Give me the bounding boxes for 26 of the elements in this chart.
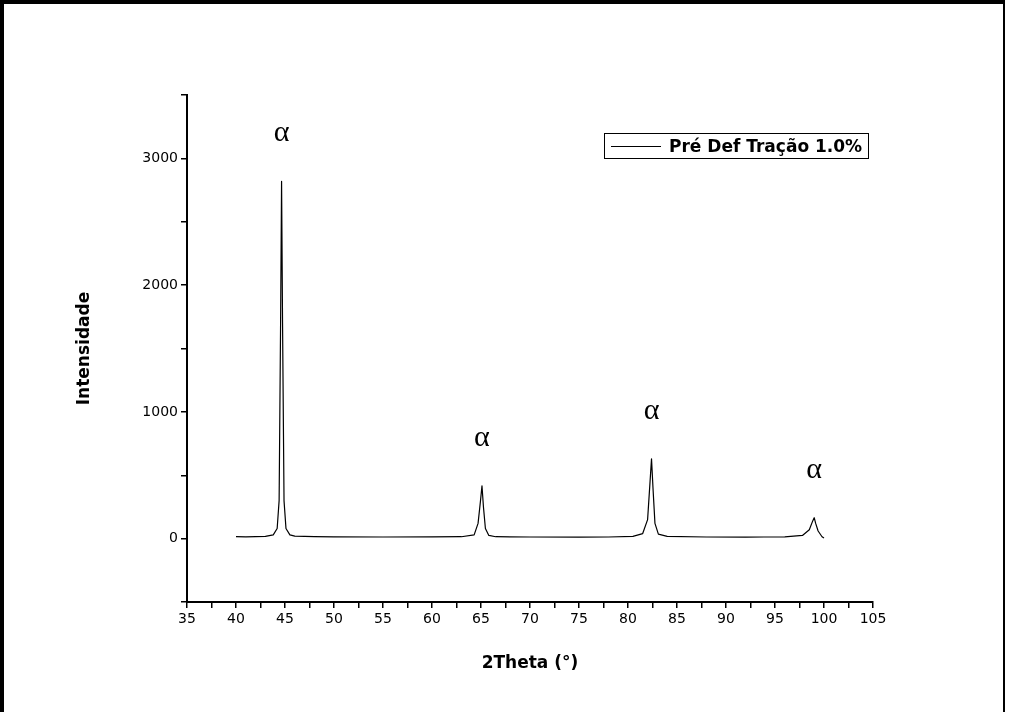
x-tick-label: 65 <box>472 610 490 627</box>
x-tick-label: 90 <box>717 610 735 627</box>
x-tick-label: 80 <box>619 610 637 627</box>
x-tick-label: 35 <box>178 610 196 627</box>
x-tick-label: 75 <box>570 610 588 627</box>
y-tick-label: 2000 <box>142 275 178 292</box>
annotation: α <box>273 114 290 148</box>
x-tick-label: 105 <box>859 610 887 627</box>
x-tick-label: 100 <box>810 610 838 627</box>
x-tick-label: 40 <box>227 610 245 627</box>
y-tick-label: 0 <box>169 529 178 546</box>
y-tick-label: 1000 <box>142 402 178 419</box>
x-tick-label: 85 <box>668 610 686 627</box>
annotation: α <box>643 391 660 425</box>
annotation: α <box>474 418 491 452</box>
x-tick-label: 60 <box>423 610 441 627</box>
x-tick-label: 50 <box>325 610 343 627</box>
y-tick-label: 3000 <box>142 149 178 166</box>
x-tick-label: 55 <box>374 610 392 627</box>
annotation: α <box>806 450 823 484</box>
x-tick-label: 95 <box>766 610 784 627</box>
x-axis-title: 2Theta (°) <box>481 652 579 673</box>
x-tick-label: 45 <box>276 610 294 627</box>
legend-label: Pré Def Tração 1.0% <box>669 136 863 156</box>
y-axis-title: Intensidade <box>72 291 93 406</box>
x-tick-label: 70 <box>521 610 539 627</box>
